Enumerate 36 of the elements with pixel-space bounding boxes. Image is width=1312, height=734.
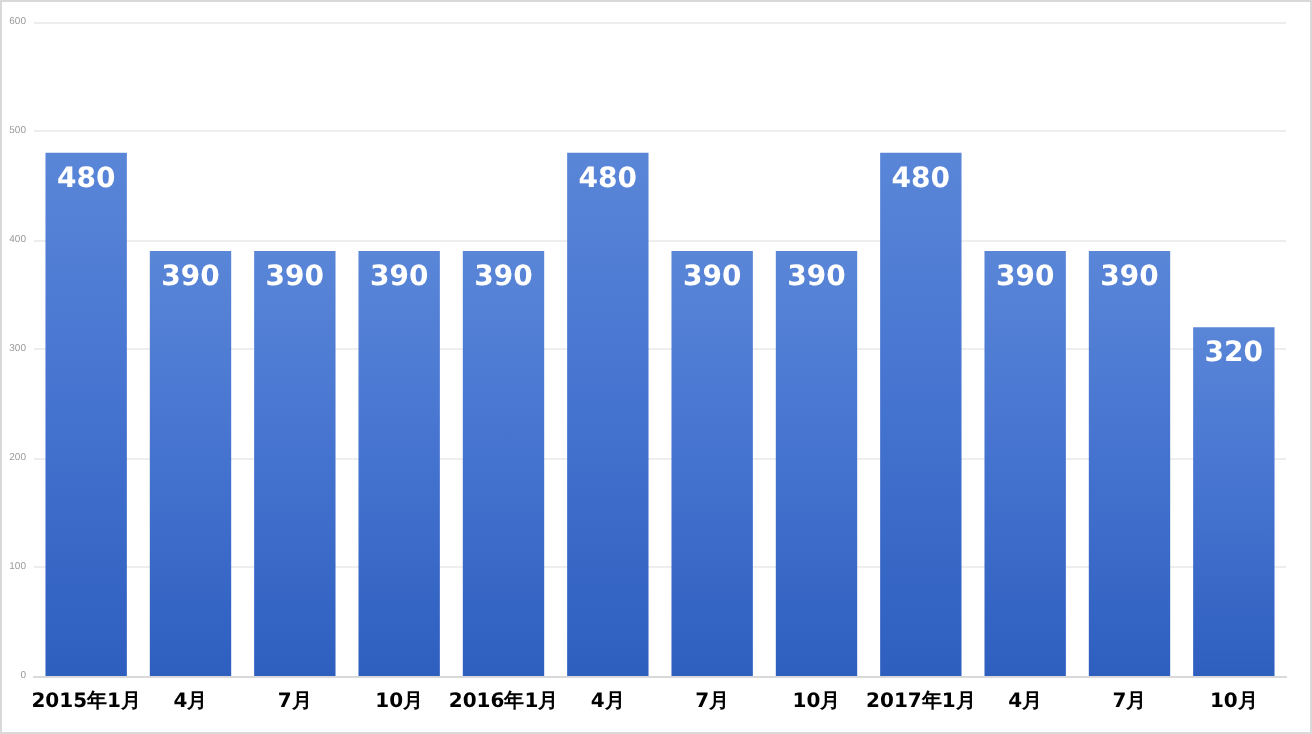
bar bbox=[984, 250, 1066, 676]
data-label: 390 bbox=[787, 260, 847, 293]
data-label: 390 bbox=[995, 260, 1055, 293]
bar bbox=[254, 250, 336, 676]
x-tick-label: 10月 bbox=[375, 691, 424, 713]
x-tick-label: 7月 bbox=[277, 691, 312, 713]
data-label: 390 bbox=[682, 260, 742, 293]
data-label: 390 bbox=[369, 260, 429, 293]
data-label: 390 bbox=[1100, 260, 1160, 293]
bar bbox=[880, 152, 962, 676]
data-label: 480 bbox=[578, 162, 638, 195]
x-tick-label: 7月 bbox=[695, 691, 730, 713]
x-tick-label: 2016年1月 bbox=[448, 689, 559, 713]
x-tick-label: 7月 bbox=[1112, 691, 1147, 713]
x-tick-label: 10月 bbox=[792, 691, 841, 713]
x-tick-label: 2017年1月 bbox=[866, 689, 976, 713]
data-label: 390 bbox=[161, 260, 221, 293]
data-label: 390 bbox=[265, 260, 325, 293]
bar bbox=[358, 250, 440, 676]
bar bbox=[149, 250, 232, 676]
x-tick-label: 4月 bbox=[1008, 691, 1043, 713]
bar bbox=[1193, 327, 1275, 676]
data-label: 320 bbox=[1204, 337, 1264, 370]
x-tick-label: 2015年1月 bbox=[31, 689, 141, 713]
bar bbox=[567, 152, 649, 676]
x-tick-label: 4月 bbox=[173, 691, 208, 713]
data-label: 390 bbox=[474, 260, 534, 293]
x-tick-label: 10月 bbox=[1209, 691, 1258, 713]
bar bbox=[671, 250, 753, 676]
bar bbox=[462, 250, 545, 676]
bar bbox=[775, 250, 858, 676]
data-label: 480 bbox=[56, 162, 116, 195]
bar bbox=[1088, 250, 1171, 676]
bar bbox=[45, 152, 127, 676]
x-tick-label: 4月 bbox=[590, 691, 625, 713]
data-label: 480 bbox=[891, 162, 951, 195]
